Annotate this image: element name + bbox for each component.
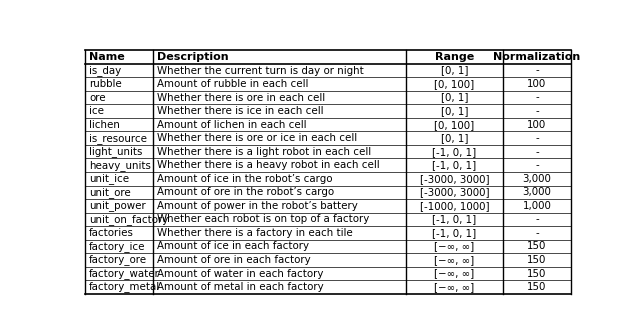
- Text: unit_power: unit_power: [89, 200, 146, 211]
- Text: [-1, 0, 1]: [-1, 0, 1]: [432, 214, 477, 224]
- Text: heavy_units: heavy_units: [89, 160, 151, 171]
- Text: factory_water: factory_water: [89, 268, 160, 279]
- Text: unit_ice: unit_ice: [89, 173, 129, 184]
- Text: lichen: lichen: [89, 120, 120, 130]
- Text: [−∞, ∞]: [−∞, ∞]: [435, 241, 474, 251]
- Text: 1,000: 1,000: [523, 201, 552, 211]
- Text: -: -: [535, 160, 539, 170]
- Text: Amount of ice in each factory: Amount of ice in each factory: [157, 241, 309, 251]
- Text: factory_metal: factory_metal: [89, 282, 160, 292]
- Text: [0, 100]: [0, 100]: [435, 79, 474, 89]
- Text: 3,000: 3,000: [523, 187, 552, 197]
- Text: is_day: is_day: [89, 65, 121, 76]
- Text: light_units: light_units: [89, 146, 142, 157]
- Text: [-1, 0, 1]: [-1, 0, 1]: [432, 147, 477, 157]
- Text: Amount of rubble in each cell: Amount of rubble in each cell: [157, 79, 308, 89]
- Text: [0, 1]: [0, 1]: [440, 66, 468, 76]
- Text: Amount of metal in each factory: Amount of metal in each factory: [157, 282, 324, 292]
- Text: ice: ice: [89, 106, 104, 116]
- Text: [-3000, 3000]: [-3000, 3000]: [420, 174, 489, 184]
- Text: -: -: [535, 214, 539, 224]
- Text: [0, 100]: [0, 100]: [435, 120, 474, 130]
- Text: 150: 150: [527, 268, 547, 278]
- Text: factory_ice: factory_ice: [89, 241, 145, 252]
- Text: Amount of lichen in each cell: Amount of lichen in each cell: [157, 120, 307, 130]
- Text: Description: Description: [157, 52, 228, 62]
- Text: Whether there is ore in each cell: Whether there is ore in each cell: [157, 93, 325, 103]
- Text: 150: 150: [527, 255, 547, 265]
- Text: 150: 150: [527, 282, 547, 292]
- Text: [-1000, 1000]: [-1000, 1000]: [420, 201, 489, 211]
- Text: factories: factories: [89, 228, 134, 238]
- Text: ore: ore: [89, 93, 106, 103]
- Text: Whether there is ice in each cell: Whether there is ice in each cell: [157, 106, 323, 116]
- Text: 150: 150: [527, 241, 547, 251]
- Text: [−∞, ∞]: [−∞, ∞]: [435, 268, 474, 278]
- Text: Whether each robot is on top of a factory: Whether each robot is on top of a factor…: [157, 214, 369, 224]
- Text: unit_ore: unit_ore: [89, 187, 131, 198]
- Text: -: -: [535, 228, 539, 238]
- Text: [-3000, 3000]: [-3000, 3000]: [420, 187, 489, 197]
- Text: [0, 1]: [0, 1]: [440, 93, 468, 103]
- Text: Amount of power in the robot’s battery: Amount of power in the robot’s battery: [157, 201, 358, 211]
- Text: 100: 100: [527, 120, 547, 130]
- Text: -: -: [535, 93, 539, 103]
- Text: rubble: rubble: [89, 79, 122, 89]
- Text: Whether there is a factory in each tile: Whether there is a factory in each tile: [157, 228, 353, 238]
- Text: [0, 1]: [0, 1]: [440, 106, 468, 116]
- Text: Whether there is a light robot in each cell: Whether there is a light robot in each c…: [157, 147, 371, 157]
- Text: [−∞, ∞]: [−∞, ∞]: [435, 282, 474, 292]
- Text: Amount of ore in each factory: Amount of ore in each factory: [157, 255, 311, 265]
- Text: [-1, 0, 1]: [-1, 0, 1]: [432, 228, 477, 238]
- Text: Amount of water in each factory: Amount of water in each factory: [157, 268, 323, 278]
- Text: Whether the current turn is day or night: Whether the current turn is day or night: [157, 66, 364, 76]
- Text: Whether there is ore or ice in each cell: Whether there is ore or ice in each cell: [157, 133, 357, 143]
- Text: -: -: [535, 147, 539, 157]
- Text: Amount of ore in the robot’s cargo: Amount of ore in the robot’s cargo: [157, 187, 334, 197]
- Text: 3,000: 3,000: [523, 174, 552, 184]
- Text: 100: 100: [527, 79, 547, 89]
- Text: -: -: [535, 106, 539, 116]
- Text: [−∞, ∞]: [−∞, ∞]: [435, 255, 474, 265]
- Text: unit_on_factory: unit_on_factory: [89, 214, 168, 225]
- Text: [-1, 0, 1]: [-1, 0, 1]: [432, 160, 477, 170]
- Text: Name: Name: [89, 52, 125, 62]
- Text: Normalization: Normalization: [493, 52, 580, 62]
- Text: is_resource: is_resource: [89, 133, 147, 144]
- Text: factory_ore: factory_ore: [89, 254, 147, 265]
- Text: [0, 1]: [0, 1]: [440, 133, 468, 143]
- Text: -: -: [535, 66, 539, 76]
- Text: Range: Range: [435, 52, 474, 62]
- Text: Whether there is a heavy robot in each cell: Whether there is a heavy robot in each c…: [157, 160, 380, 170]
- Text: Amount of ice in the robot’s cargo: Amount of ice in the robot’s cargo: [157, 174, 332, 184]
- Text: -: -: [535, 133, 539, 143]
